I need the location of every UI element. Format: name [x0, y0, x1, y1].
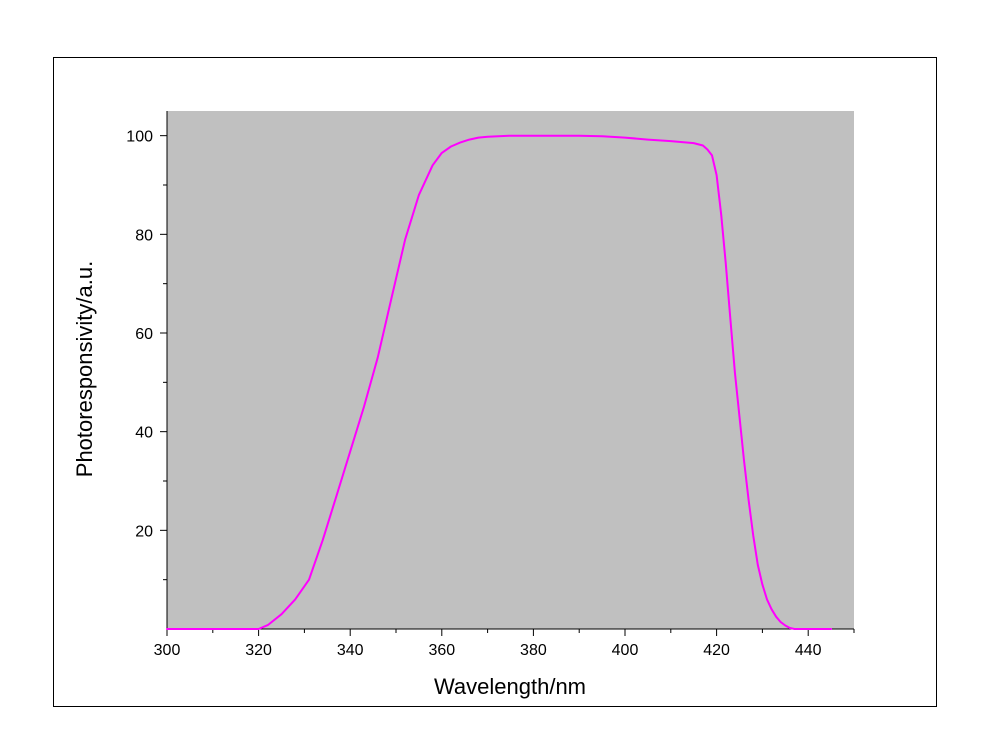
series-line: [166, 134, 833, 630]
x-tick-label: 300: [154, 642, 181, 659]
x-tick-label: 340: [337, 642, 364, 659]
x-tick-label: 320: [245, 642, 272, 659]
y-tick-label: 20: [135, 523, 153, 540]
y-tick-label: 100: [126, 129, 153, 146]
x-tick-label: 400: [612, 642, 639, 659]
chart-frame: 300 320 340 360 380 400 420 440 20 40 60 80 100 Wave…: [53, 57, 937, 707]
series-group: [166, 134, 833, 630]
y-axis-title: Photoresponsivity/a.u.: [72, 261, 97, 477]
plot-area: [167, 111, 854, 629]
y-tick-label: 40: [135, 425, 153, 442]
line-chart: 300 320 340 360 380 400 420 440 20 40 60 80 100 Wave…: [72, 111, 855, 699]
x-tick-label: 360: [428, 642, 455, 659]
x-tick-label: 380: [520, 642, 547, 659]
y-tick-label: 60: [135, 326, 153, 343]
x-tick-label: 420: [703, 642, 730, 659]
y-tick-label: 80: [135, 227, 153, 244]
x-tick-label: 440: [795, 642, 822, 659]
x-axis-title: Wavelength/nm: [434, 674, 586, 699]
axes: 300 320 340 360 380 400 420 440 20 40 60 80 100: [126, 111, 855, 659]
